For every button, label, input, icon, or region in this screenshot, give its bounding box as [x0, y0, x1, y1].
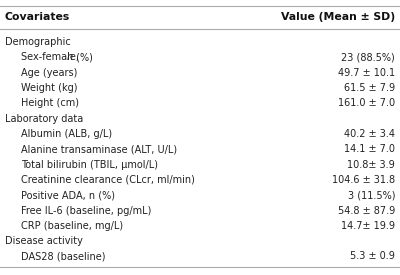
Text: Total bilirubin (TBIL, μmol/L): Total bilirubin (TBIL, μmol/L)	[21, 160, 158, 170]
Text: n: n	[67, 53, 73, 62]
Text: Value (Mean ± SD): Value (Mean ± SD)	[281, 12, 395, 22]
Text: (%): (%)	[73, 53, 93, 62]
Text: Alanine transaminase (ALT, U/L): Alanine transaminase (ALT, U/L)	[21, 144, 177, 154]
Text: 23 (88.5%): 23 (88.5%)	[342, 53, 395, 62]
Text: Weight (kg): Weight (kg)	[21, 83, 77, 93]
Text: 3 (11.5%): 3 (11.5%)	[348, 190, 395, 200]
Text: Positive ADA, n (%): Positive ADA, n (%)	[21, 190, 115, 200]
Text: 40.2 ± 3.4: 40.2 ± 3.4	[344, 129, 395, 139]
Text: 61.5 ± 7.9: 61.5 ± 7.9	[344, 83, 395, 93]
Text: Albumin (ALB, g/L): Albumin (ALB, g/L)	[21, 129, 112, 139]
Text: 14.7± 19.9: 14.7± 19.9	[341, 221, 395, 231]
Text: Disease activity: Disease activity	[5, 236, 83, 246]
Text: Sex-female,: Sex-female,	[21, 53, 85, 62]
Text: Age (years): Age (years)	[21, 68, 77, 78]
Text: Laboratory data: Laboratory data	[5, 114, 83, 124]
Text: Free IL-6 (baseline, pg/mL): Free IL-6 (baseline, pg/mL)	[21, 205, 151, 216]
Text: 104.6 ± 31.8: 104.6 ± 31.8	[332, 175, 395, 185]
Text: 161.0 ± 7.0: 161.0 ± 7.0	[338, 98, 395, 108]
Text: Covariates: Covariates	[5, 12, 70, 22]
Text: 54.8 ± 87.9: 54.8 ± 87.9	[338, 205, 395, 216]
Text: 14.1 ± 7.0: 14.1 ± 7.0	[344, 144, 395, 154]
Text: DAS28 (baseline): DAS28 (baseline)	[21, 251, 105, 262]
Text: Height (cm): Height (cm)	[21, 98, 79, 108]
Text: 10.8± 3.9: 10.8± 3.9	[348, 160, 395, 170]
Text: CRP (baseline, mg/L): CRP (baseline, mg/L)	[21, 221, 123, 231]
Text: Creatinine clearance (CLcr, ml/min): Creatinine clearance (CLcr, ml/min)	[21, 175, 195, 185]
Text: Demographic: Demographic	[5, 37, 70, 47]
Text: 5.3 ± 0.9: 5.3 ± 0.9	[350, 251, 395, 262]
Text: 49.7 ± 10.1: 49.7 ± 10.1	[338, 68, 395, 78]
